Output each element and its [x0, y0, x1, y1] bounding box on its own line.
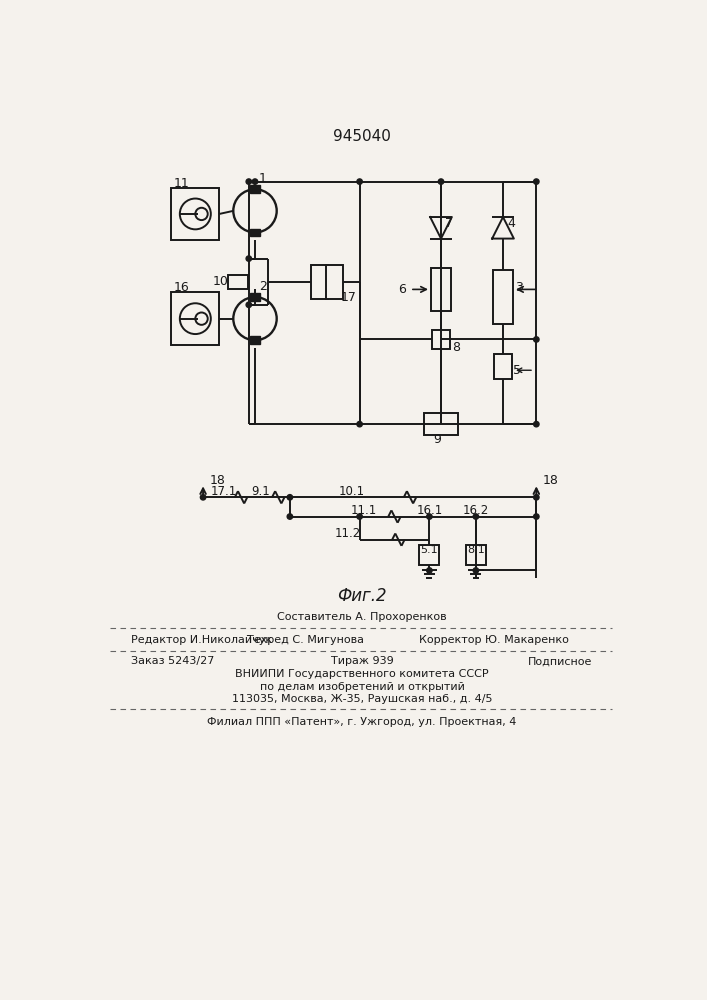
Text: 2: 2 — [259, 280, 267, 293]
Text: Редактор И.Николайчук: Редактор И.Николайчук — [131, 635, 272, 645]
Circle shape — [534, 179, 539, 184]
Circle shape — [200, 495, 206, 500]
Text: 5.1: 5.1 — [421, 545, 438, 555]
Bar — [423, 413, 458, 435]
Text: 7: 7 — [445, 217, 453, 230]
Text: Заказ 5243/27: Заказ 5243/27 — [131, 656, 214, 666]
Bar — [431, 268, 451, 311]
Bar — [433, 330, 450, 349]
Circle shape — [246, 256, 252, 261]
Text: 18: 18 — [542, 474, 559, 487]
Text: 4: 4 — [507, 217, 515, 230]
Circle shape — [287, 514, 293, 519]
Text: 8: 8 — [452, 341, 460, 354]
Text: 17: 17 — [341, 291, 357, 304]
Bar — [250, 229, 259, 236]
Circle shape — [438, 421, 444, 427]
Bar — [494, 354, 512, 379]
Circle shape — [426, 568, 432, 573]
Text: 1: 1 — [259, 172, 267, 185]
Circle shape — [426, 514, 432, 519]
Bar — [419, 545, 440, 565]
Text: 113035, Москва, Ж-35, Раушская наб., д. 4/5: 113035, Москва, Ж-35, Раушская наб., д. … — [232, 694, 492, 704]
Bar — [171, 188, 219, 240]
Bar — [171, 292, 219, 345]
Bar — [250, 185, 259, 193]
Text: 9: 9 — [433, 433, 441, 446]
Text: 16: 16 — [174, 281, 189, 294]
Circle shape — [246, 179, 252, 184]
Text: ВНИИПИ Государственного комитета СССР: ВНИИПИ Государственного комитета СССР — [235, 669, 489, 679]
Circle shape — [246, 302, 252, 307]
Text: 11.1: 11.1 — [351, 504, 377, 517]
Text: 5: 5 — [513, 364, 521, 377]
Bar — [466, 545, 486, 565]
Text: Тираж 939: Тираж 939 — [331, 656, 393, 666]
Text: 17.1: 17.1 — [211, 485, 237, 498]
Bar — [311, 265, 328, 299]
Bar — [493, 270, 513, 324]
Bar — [250, 293, 259, 301]
Circle shape — [252, 179, 258, 184]
Text: 6: 6 — [398, 283, 407, 296]
Bar — [327, 265, 344, 299]
Text: Техред С. Мигунова: Техред С. Мигунова — [247, 635, 364, 645]
Circle shape — [287, 495, 293, 500]
Text: 945040: 945040 — [333, 129, 391, 144]
Text: Корректор Ю. Макаренко: Корректор Ю. Макаренко — [419, 635, 569, 645]
Text: 10: 10 — [212, 275, 228, 288]
Circle shape — [534, 514, 539, 519]
Circle shape — [357, 514, 363, 519]
Bar — [228, 275, 248, 289]
Text: Подписное: Подписное — [527, 656, 592, 666]
Circle shape — [534, 495, 539, 500]
Circle shape — [534, 337, 539, 342]
Text: 3: 3 — [515, 281, 522, 294]
Circle shape — [357, 179, 363, 184]
Text: 10.1: 10.1 — [339, 485, 365, 498]
Circle shape — [473, 568, 479, 573]
Text: 11.2: 11.2 — [335, 527, 361, 540]
Circle shape — [438, 179, 444, 184]
Text: 16.1: 16.1 — [416, 504, 443, 517]
Circle shape — [357, 421, 363, 427]
Text: 9.1: 9.1 — [251, 485, 270, 498]
Text: 18: 18 — [209, 474, 225, 487]
Text: 8.1: 8.1 — [467, 545, 485, 555]
Text: 16.2: 16.2 — [463, 504, 489, 517]
Text: Фиг.2: Фиг.2 — [337, 587, 387, 605]
Text: Составитель А. Прохоренков: Составитель А. Прохоренков — [277, 612, 447, 622]
Text: Филиал ППП «Патент», г. Ужгород, ул. Проектная, 4: Филиал ППП «Патент», г. Ужгород, ул. Про… — [207, 717, 517, 727]
Bar — [250, 336, 259, 344]
Circle shape — [473, 514, 479, 519]
Text: по делам изобретений и открытий: по делам изобретений и открытий — [259, 682, 464, 692]
Text: 11: 11 — [174, 177, 189, 190]
Circle shape — [534, 421, 539, 427]
